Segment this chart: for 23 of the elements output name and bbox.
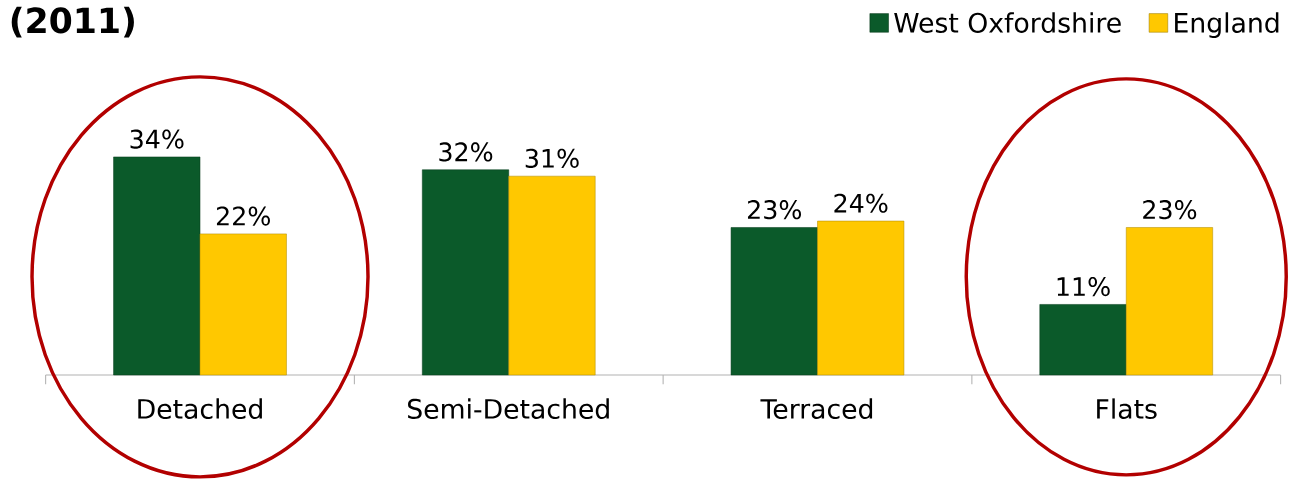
- bar: [422, 169, 510, 376]
- bar: [817, 220, 905, 376]
- chart-title: (2011): [11, 6, 134, 38]
- data-label: 22%: [216, 206, 270, 226]
- data-label: 32%: [439, 142, 493, 162]
- bar: [199, 233, 287, 376]
- data-label: 24%: [834, 193, 888, 213]
- x-tick-label: Semi-Detached: [408, 398, 609, 419]
- x-tick-label: Flats: [1097, 398, 1157, 419]
- data-label: 31%: [525, 148, 579, 168]
- bar: [730, 227, 818, 376]
- bar: [1125, 227, 1213, 376]
- data-label: 23%: [1143, 200, 1197, 220]
- x-tick-label: Detached: [138, 398, 262, 419]
- legend-label: West Oxfordshire: [894, 12, 1121, 33]
- data-label: 34%: [130, 129, 184, 149]
- bar: [113, 156, 201, 376]
- data-label: 23%: [747, 200, 802, 220]
- bar: [1039, 304, 1127, 376]
- data-label: 11%: [1057, 277, 1110, 297]
- legend-label: England: [1175, 12, 1279, 39]
- x-tick-label: Terraced: [760, 398, 873, 419]
- bar: [508, 175, 596, 376]
